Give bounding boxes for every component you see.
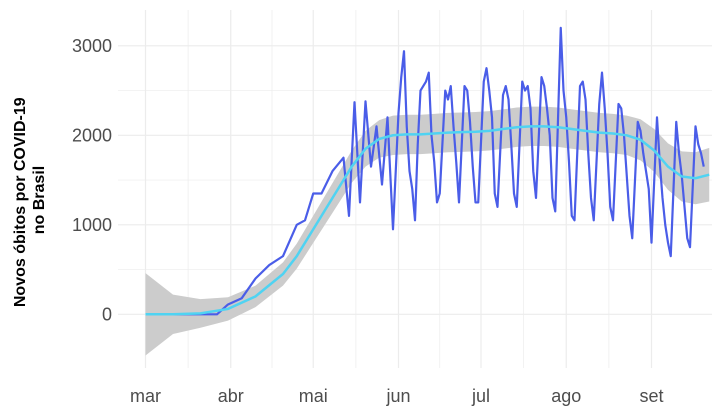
x-tick-label-jun: jun	[385, 386, 410, 406]
x-axis-ticks: mar abr mai jun jul ago set	[130, 386, 664, 406]
series-line-deaths	[145, 26, 705, 316]
y-axis-ticks: 0 1000 2000 3000	[72, 36, 112, 324]
x-tick-label-mar: mar	[130, 386, 161, 406]
x-tick-label-set: set	[639, 386, 663, 406]
x-tick-label-mai: mai	[299, 386, 328, 406]
y-axis-label-line2: no Brasil	[31, 166, 48, 234]
y-tick-label: 0	[102, 304, 112, 324]
y-tick-label: 2000	[72, 125, 112, 145]
confidence-band	[145, 106, 710, 356]
y-axis-label: Novos óbitos por COVID-19 no Brasil	[12, 93, 48, 307]
y-axis-label-line1: Novos óbitos por COVID-19	[12, 97, 29, 307]
smooth-trend-line	[145, 125, 710, 316]
x-tick-label-jul: jul	[471, 386, 490, 406]
x-tick-label-abr: abr	[218, 386, 244, 406]
y-tick-label: 1000	[72, 215, 112, 235]
y-tick-label: 3000	[72, 36, 112, 56]
x-tick-label-ago: ago	[551, 386, 581, 406]
